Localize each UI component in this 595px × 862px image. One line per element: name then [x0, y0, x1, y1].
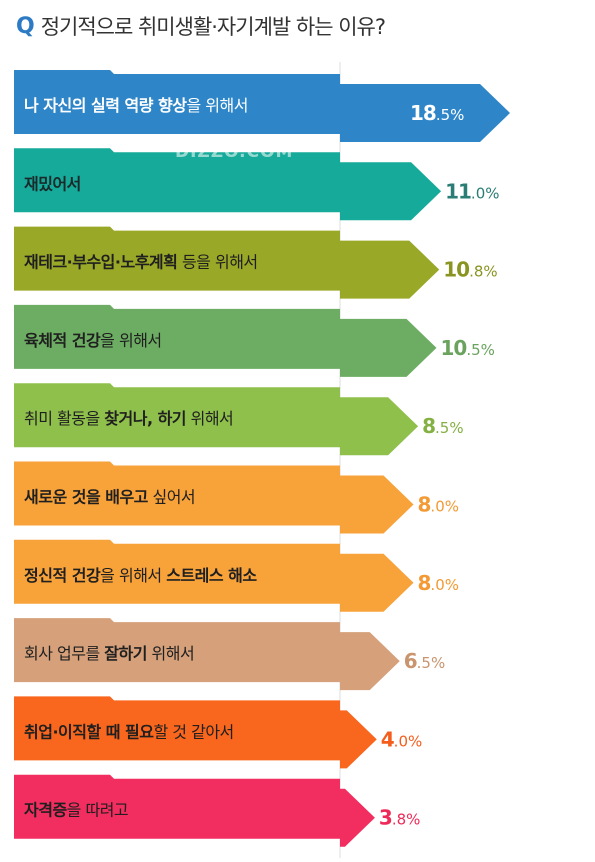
category-label: 취업·이직할 때 필요할 것 같아서	[24, 722, 234, 741]
bar	[14, 226, 440, 299]
bar-item: 재테크·부수입·노후계획 등을 위해서 10.8%	[14, 226, 498, 299]
category-label: 자격증을 따려고	[24, 800, 128, 819]
bar	[14, 461, 414, 534]
value-label: 11.0%	[445, 179, 499, 203]
bar-item: 재밌어서 11.0%	[14, 148, 500, 221]
category-label: 재테크·부수입·노후계획 등을 위해서	[24, 252, 258, 271]
bar	[14, 539, 414, 612]
value-label: 4.0%	[381, 727, 423, 751]
bar	[14, 618, 400, 691]
bar	[14, 696, 377, 769]
bar-item: 새로운 것을 배우고 싶어서 8.0%	[14, 461, 460, 534]
category-label: 새로운 것을 배우고 싶어서	[24, 487, 195, 506]
value-label: 10.8%	[443, 258, 497, 282]
bar	[14, 304, 437, 377]
bar	[14, 383, 419, 456]
bar-item: 회사 업무를 잘하기 위해서 6.5%	[14, 618, 446, 691]
bar-item: 육체적 건강을 위해서 10.5%	[14, 304, 495, 377]
bar	[14, 70, 510, 142]
bar-item: 취미 활동을 찾거나, 하기 위해서 8.5%	[14, 383, 464, 456]
value-label: 8.0%	[418, 571, 460, 595]
question-marker: Q	[16, 13, 35, 39]
title-text: 정기적으로 취미생활·자기계발 하는 이유?	[40, 15, 386, 39]
value-label: 8.0%	[418, 493, 460, 517]
value-label: 3.8%	[379, 806, 421, 830]
bar-item: 나 자신의 실력 역량 향상을 위해서 18.5%	[14, 70, 510, 142]
category-label: 육체적 건강을 위해서	[24, 330, 162, 349]
bar	[14, 774, 375, 847]
category-label: 나 자신의 실력 역량 향상을 위해서	[24, 96, 248, 115]
category-label: 회사 업무를 잘하기 위해서	[24, 644, 194, 663]
bar-item: 자격증을 따려고 3.8%	[14, 774, 421, 847]
category-label: 정신적 건강을 위해서 스트레스 해소	[24, 565, 257, 584]
bar-item: 정신적 건강을 위해서 스트레스 해소 8.0%	[14, 539, 460, 612]
category-label: 재밌어서	[24, 174, 81, 193]
value-label: 10.5%	[440, 336, 494, 360]
bar	[14, 148, 442, 221]
value-label: 8.5%	[422, 414, 464, 438]
value-label: 18.5%	[410, 101, 464, 125]
bar-item: 취업·이직할 때 필요할 것 같아서 4.0%	[14, 696, 423, 769]
value-label: 6.5%	[404, 649, 446, 673]
category-label: 취미 활동을 찾거나, 하기 위해서	[24, 409, 233, 428]
watermark: DIZZO.COM	[175, 142, 294, 162]
chart-title: Q 정기적으로 취미생활·자기계발 하는 이유?	[16, 6, 386, 46]
